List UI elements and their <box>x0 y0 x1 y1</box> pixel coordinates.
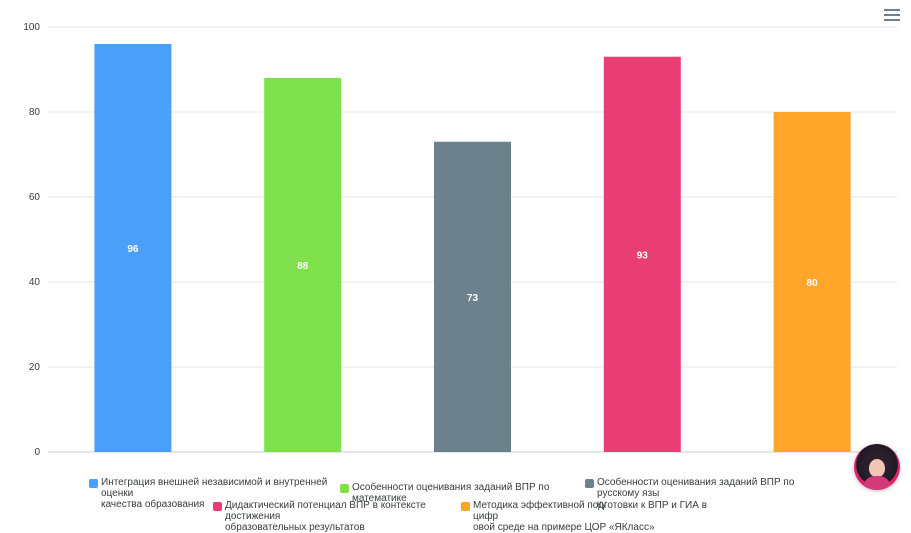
data-label: 96 <box>127 244 139 255</box>
legend-label-line2: овой среде на примере ЦОР «ЯКласс» <box>473 522 655 533</box>
chart-menu-icon[interactable] <box>884 9 900 23</box>
legend-swatch <box>461 502 470 511</box>
legend-label-line1: Особенности оценивания заданий ВПР по ру… <box>597 477 795 499</box>
data-label: 88 <box>297 261 309 272</box>
legend-label-line2: качества образования <box>101 499 205 510</box>
legend-item-integration[interactable]: Интеграция внешней независимой и внутрен… <box>89 477 339 510</box>
data-label: 73 <box>467 293 479 304</box>
legend-item-math[interactable]: Особенности оценивания заданий ВПР по ма… <box>340 482 585 504</box>
y-tick-label: 40 <box>29 277 41 288</box>
assistant-avatar-icon[interactable] <box>854 444 900 490</box>
legend-item-russian[interactable]: Особенности оценивания заданий ВПР по ру… <box>585 477 835 510</box>
legend-label-line1: Особенности оценивания заданий ВПР по ма… <box>352 482 550 504</box>
y-tick-label: 60 <box>29 192 41 203</box>
legend-swatch <box>89 479 98 488</box>
legend-label-line1: Дидактический потенциал ВПР в контексте … <box>225 500 426 522</box>
legend-swatch <box>213 502 222 511</box>
bar <box>94 44 172 452</box>
legend-label-line2: образовательных результатов <box>225 522 365 533</box>
legend-swatch <box>585 479 594 488</box>
legend-item-didactic[interactable]: Дидактический потенциал ВПР в контексте … <box>213 500 463 533</box>
legend-item-methodology[interactable]: Методика эффективной подготовки к ВПР и … <box>461 500 711 533</box>
y-tick-label: 20 <box>29 362 41 373</box>
y-tick-label: 0 <box>34 447 40 458</box>
bar <box>603 56 681 452</box>
bar <box>434 141 511 452</box>
legend-label-line1: Интеграция внешней независимой и внутрен… <box>101 477 328 499</box>
y-tick-label: 80 <box>29 107 41 118</box>
bar <box>264 78 342 452</box>
legend-label-line2: ку <box>597 499 607 510</box>
bar <box>773 112 851 452</box>
data-label: 93 <box>637 250 649 261</box>
legend-label-line1: Методика эффективной подготовки к ВПР и … <box>473 500 707 522</box>
legend-swatch <box>340 484 349 493</box>
y-tick-label: 100 <box>23 22 40 33</box>
data-label: 80 <box>807 278 819 289</box>
